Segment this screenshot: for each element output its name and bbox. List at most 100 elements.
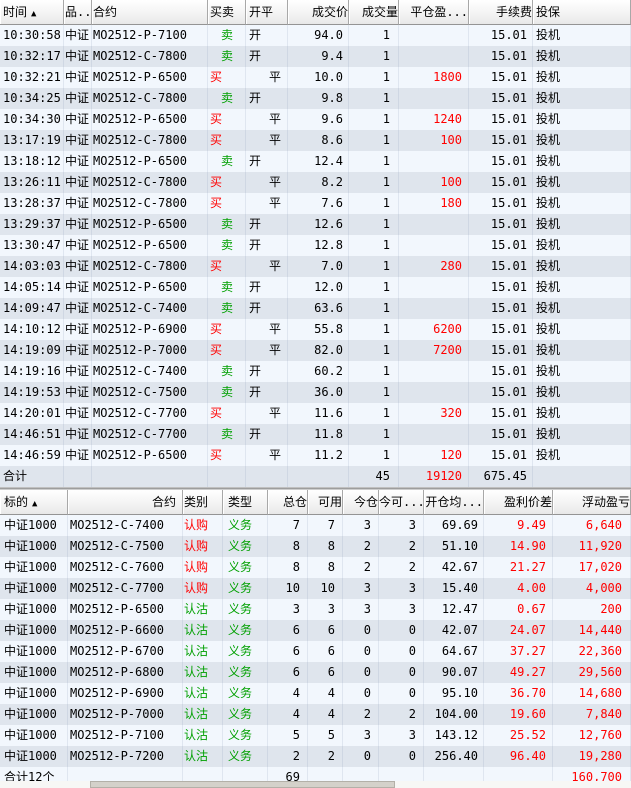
trade-row[interactable]: 14:19:09 中证 MO2512-P-7000 买平 82.0 1 7200 15.01 投… [0,340,631,361]
cell-fee: 15.01 [469,25,533,46]
cell-available: 5 [308,725,343,746]
col-header-side[interactable]: 买卖 [208,0,246,25]
cell-hedge_flag: 投机 [533,361,631,382]
col-header-type[interactable]: 类型 [223,490,268,515]
cell-side: 卖 [208,382,246,403]
trades-total-row[interactable]: 合计 45 19120 675.45 [0,466,631,487]
cell-contract: MO2512-C-7800 [92,256,208,277]
cell-side: 卖 [208,88,246,109]
position-row[interactable]: 中证1000 MO2512-P-6700 认沽 义务 6 6 0 0 64.67 37.27 22,… [0,641,631,662]
col-header-price[interactable]: 成交价 [288,0,349,25]
cell-available: 4 [308,683,343,704]
col-header-category[interactable]: 类别 [183,490,223,515]
col-header-fee[interactable]: 手续费 [469,0,533,25]
trade-row[interactable]: 10:30:58 中证 MO2512-P-7100 卖开 94.0 1 15.01 投机 [0,25,631,46]
trade-row[interactable]: 13:26:11 中证 MO2512-C-7800 买平 8.2 1 100 15.01 投机 [0,172,631,193]
col-header-today_pos[interactable]: 今仓 [343,490,379,515]
trade-row[interactable]: 14:10:12 中证 MO2512-P-6900 买平 55.8 1 6200 15.01 投… [0,319,631,340]
trade-row[interactable]: 14:05:14 中证 MO2512-P-6500 卖开 12.0 1 15.01 投机 [0,277,631,298]
cell-category: 认购 [183,515,223,536]
cell-side: 卖 [208,277,246,298]
cell-open_close [246,466,288,487]
scrollbar-thumb[interactable] [90,781,395,788]
col-header-time[interactable]: 时间 ▲ [0,0,64,25]
position-row[interactable]: 中证1000 MO2512-C-7600 认购 义务 8 8 2 2 42.67 21.27 17,… [0,557,631,578]
cell-today_pos: 3 [343,599,379,620]
col-header-avg_open[interactable]: 开仓均... [424,490,484,515]
position-row[interactable]: 中证1000 MO2512-C-7400 认购 义务 7 7 3 3 69.69 9.49 6,64… [0,515,631,536]
trades-table: 时间 ▲ 品.. 合约 买卖 开平 成交价 成交量 平仓盈... 手续费 投保 10:30:58 中证 M… [0,0,631,487]
trade-row[interactable]: 10:32:21 中证 MO2512-P-6500 买平 10.0 1 1800 15.01 投… [0,67,631,88]
cell-price: 12.6 [288,214,349,235]
trade-row[interactable]: 14:20:01 中证 MO2512-C-7700 买平 11.6 1 320 15.01 投机 [0,403,631,424]
cell-product: 中证 [64,193,92,214]
col-header-total_pos[interactable]: 总仓 [268,490,308,515]
cell-close_profit [399,25,469,46]
cell-side: 卖 [208,361,246,382]
cell-type: 义务 [223,515,268,536]
cell-avg_open: 143.12 [424,725,484,746]
col-header-floating_pnl[interactable]: 浮动盈亏 [553,490,631,515]
position-row[interactable]: 中证1000 MO2512-P-6600 认沽 义务 6 6 0 0 42.07 24.07 14,… [0,620,631,641]
trade-row[interactable]: 13:30:47 中证 MO2512-P-6500 卖开 12.8 1 15.01 投机 [0,235,631,256]
cell-hedge_flag: 投机 [533,172,631,193]
cell-close_profit [399,382,469,403]
cell-time: 14:03:03 [0,256,64,277]
cell-volume: 1 [349,319,399,340]
position-row[interactable]: 中证1000 MO2512-P-6900 认沽 义务 4 4 0 0 95.10 36.70 14,… [0,683,631,704]
cell-fee: 15.01 [469,235,533,256]
pane-splitter[interactable] [0,487,631,490]
trade-row[interactable]: 14:19:53 中证 MO2512-C-7500 卖开 36.0 1 15.01 投机 [0,382,631,403]
cell-product: 中证 [64,256,92,277]
position-row[interactable]: 中证1000 MO2512-P-6800 认沽 义务 6 6 0 0 90.07 49.27 29,… [0,662,631,683]
trade-row[interactable]: 13:17:19 中证 MO2512-C-7800 买平 8.6 1 100 15.01 投机 [0,130,631,151]
cell-open_close: 平 [246,67,288,88]
col-header-contract[interactable]: 合约 [92,0,208,25]
trade-row[interactable]: 10:34:30 中证 MO2512-P-6500 买平 9.6 1 1240 15.01 投机 [0,109,631,130]
cell-time: 14:09:47 [0,298,64,319]
position-row[interactable]: 中证1000 MO2512-P-7100 认沽 义务 5 5 3 3 143.12 25.52 12… [0,725,631,746]
trade-row[interactable]: 13:28:37 中证 MO2512-C-7800 买平 7.6 1 180 15.01 投机 [0,193,631,214]
col-header-volume[interactable]: 成交量 [349,0,399,25]
cell-contract: MO2512-P-6500 [92,109,208,130]
cell-close_profit: 280 [399,256,469,277]
cell-time: 10:32:21 [0,67,64,88]
col-header-underlying[interactable]: 标的 ▲ [0,490,68,515]
col-header-close_profit[interactable]: 平仓盈... [399,0,469,25]
trade-row[interactable]: 14:19:16 中证 MO2512-C-7400 卖开 60.2 1 15.01 投机 [0,361,631,382]
cell-type: 义务 [223,641,268,662]
trade-row[interactable]: 14:46:59 中证 MO2512-P-6500 买平 11.2 1 120 15.01 投机 [0,445,631,466]
position-row[interactable]: 中证1000 MO2512-C-7700 认购 义务 10 10 3 3 15.40 4.00 4,… [0,578,631,599]
cell-contract: MO2512-P-6900 [68,683,183,704]
cell-today_avail: 3 [379,725,424,746]
col-header-hedge_flag[interactable]: 投保 [533,0,631,25]
trade-row[interactable]: 14:09:47 中证 MO2512-C-7400 卖开 63.6 1 15.01 投机 [0,298,631,319]
cell-contract: MO2512-C-7400 [68,515,183,536]
trade-row[interactable]: 14:03:03 中证 MO2512-C-7800 买平 7.0 1 280 15.01 投机 [0,256,631,277]
cell-open_close: 平 [246,403,288,424]
cell-contract: MO2512-P-6900 [92,319,208,340]
cell-time: 10:32:17 [0,46,64,67]
col-header-today_avail[interactable]: 今可... [379,490,424,515]
cell-floating_pnl: 7,840 [553,704,631,725]
position-row[interactable]: 中证1000 MO2512-P-6500 认沽 义务 3 3 3 3 12.47 0.67 200 [0,599,631,620]
cell-close_profit: 320 [399,403,469,424]
position-row[interactable]: 中证1000 MO2512-P-7000 认沽 义务 4 4 2 2 104.00 19.60 7,… [0,704,631,725]
col-header-open_close[interactable]: 开平 [246,0,288,25]
cell-fee: 15.01 [469,109,533,130]
col-header-contract[interactable]: 合约 [68,490,183,515]
trade-row[interactable]: 13:18:12 中证 MO2512-P-6500 卖开 12.4 1 15.01 投机 [0,151,631,172]
col-header-profit_spread[interactable]: 盈利价差 [484,490,553,515]
trade-row[interactable]: 10:32:17 中证 MO2512-C-7800 卖开 9.4 1 15.01 投机 [0,46,631,67]
cell-profit_spread: 21.27 [484,557,553,578]
trade-row[interactable]: 14:46:51 中证 MO2512-C-7700 卖开 11.8 1 15.01 投机 [0,424,631,445]
trade-row[interactable]: 13:29:37 中证 MO2512-P-6500 卖开 12.6 1 15.01 投机 [0,214,631,235]
position-row[interactable]: 中证1000 MO2512-C-7500 认购 义务 8 8 2 2 51.10 14.90 11,… [0,536,631,557]
cell-contract: MO2512-P-7000 [68,704,183,725]
cell-volume: 1 [349,67,399,88]
col-header-available[interactable]: 可用 [308,490,343,515]
col-header-product[interactable]: 品.. [64,0,92,25]
horizontal-scrollbar[interactable] [0,781,631,788]
trade-row[interactable]: 10:34:25 中证 MO2512-C-7800 卖开 9.8 1 15.01 投机 [0,88,631,109]
position-row[interactable]: 中证1000 MO2512-P-7200 认沽 义务 2 2 0 0 256.40 96.40 19… [0,746,631,767]
